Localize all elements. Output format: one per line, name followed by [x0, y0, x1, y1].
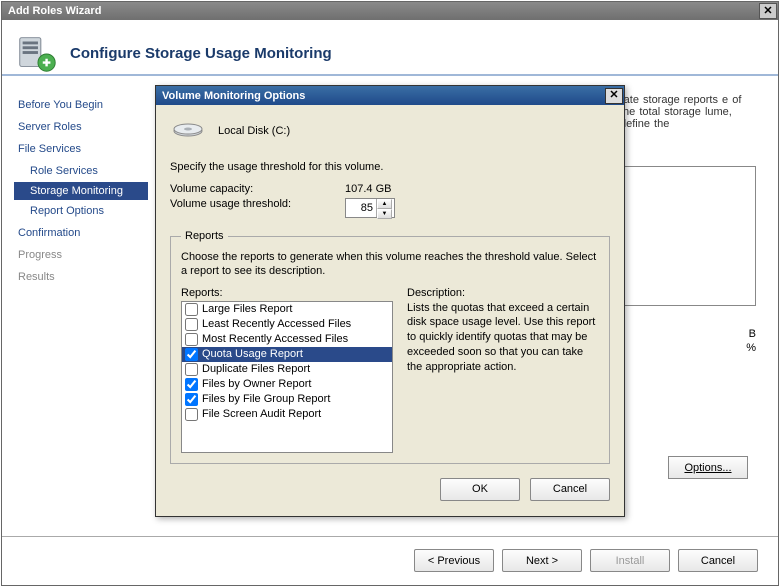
volume-details: B % — [620, 326, 756, 356]
dialog-ok-button[interactable]: OK — [440, 478, 520, 501]
previous-button[interactable]: < Previous — [414, 549, 494, 572]
sidebar-item-progress: Progress — [14, 244, 150, 266]
report-item[interactable]: Large Files Report — [182, 302, 392, 317]
report-label: Most Recently Accessed Files — [202, 333, 348, 345]
sidebar-item-storage-monitoring[interactable]: Storage Monitoring — [14, 182, 148, 200]
volumes-listbox[interactable] — [620, 166, 756, 306]
reports-listbox[interactable]: Large Files Report Least Recently Accesse… — [181, 301, 393, 453]
report-label: File Screen Audit Report — [202, 408, 321, 420]
next-button[interactable]: Next > — [502, 549, 582, 572]
report-checkbox[interactable] — [185, 348, 198, 361]
server-icon — [14, 30, 60, 76]
specify-label: Specify the usage threshold for this vol… — [170, 161, 610, 173]
sidebar-item-server-roles[interactable]: Server Roles — [14, 116, 150, 138]
capacity-value: 107.4 GB — [345, 183, 391, 195]
report-item[interactable]: File Screen Audit Report — [182, 407, 392, 422]
capacity-label: Volume capacity: — [170, 183, 345, 195]
report-item[interactable]: Quota Usage Report — [182, 347, 392, 362]
detail-unit-b: B — [749, 328, 756, 340]
report-checkbox[interactable] — [185, 363, 198, 376]
options-button[interactable]: Options... — [668, 456, 748, 479]
disk-label: Local Disk (C:) — [218, 125, 290, 137]
window-close-button[interactable]: ✕ — [759, 3, 777, 19]
report-checkbox[interactable] — [185, 333, 198, 346]
sidebar-item-role-services[interactable]: Role Services — [14, 160, 150, 182]
sidebar: Before You Begin Server Roles File Servi… — [2, 76, 150, 536]
threshold-label: Volume usage threshold: — [170, 198, 345, 218]
report-label: Large Files Report — [202, 303, 293, 315]
sidebar-item-report-options[interactable]: Report Options — [14, 200, 150, 222]
report-checkbox[interactable] — [185, 303, 198, 316]
dialog-title-bar: Volume Monitoring Options ✕ — [156, 86, 624, 105]
disk-icon — [170, 119, 206, 143]
report-label: Files by File Group Report — [202, 393, 330, 405]
report-checkbox[interactable] — [185, 318, 198, 331]
report-item[interactable]: Least Recently Accessed Files — [182, 317, 392, 332]
wizard-footer: < Previous Next > Install Cancel — [2, 536, 778, 584]
title-bar: Add Roles Wizard ✕ — [2, 2, 778, 20]
install-button: Install — [590, 549, 670, 572]
report-checkbox[interactable] — [185, 393, 198, 406]
report-item[interactable]: Files by Owner Report — [182, 377, 392, 392]
sidebar-item-before-you-begin[interactable]: Before You Begin — [14, 94, 150, 116]
dialog-title: Volume Monitoring Options — [162, 90, 305, 102]
spinner-up-button[interactable]: ▲ — [377, 199, 392, 209]
report-checkbox[interactable] — [185, 378, 198, 391]
report-item[interactable]: Files by File Group Report — [182, 392, 392, 407]
content-hint-text: rate storage reports e of the total stor… — [620, 94, 756, 130]
description-label: Description: — [407, 287, 599, 299]
window-title: Add Roles Wizard — [8, 5, 101, 17]
sidebar-item-confirmation[interactable]: Confirmation — [14, 222, 150, 244]
reports-intro: Choose the reports to generate when this… — [181, 250, 599, 279]
report-checkbox[interactable] — [185, 408, 198, 421]
report-item[interactable]: Duplicate Files Report — [182, 362, 392, 377]
threshold-input[interactable] — [346, 199, 376, 217]
report-label: Files by Owner Report — [202, 378, 311, 390]
sidebar-item-file-services[interactable]: File Services — [14, 138, 150, 160]
threshold-spinner[interactable]: ▲▼ — [345, 198, 395, 218]
dialog-cancel-button[interactable]: Cancel — [530, 478, 610, 501]
reports-legend: Reports — [181, 230, 228, 242]
reports-list-label: Reports: — [181, 287, 393, 299]
wizard-header: Configure Storage Usage Monitoring — [2, 20, 778, 76]
report-label: Least Recently Accessed Files — [202, 318, 351, 330]
description-text: Lists the quotas that exceed a certain d… — [407, 301, 599, 375]
page-title: Configure Storage Usage Monitoring — [70, 45, 332, 62]
volume-monitoring-dialog: Volume Monitoring Options ✕ Local Disk (… — [155, 85, 625, 517]
reports-group: Reports Choose the reports to generate w… — [170, 230, 610, 464]
dialog-close-button[interactable]: ✕ — [605, 88, 623, 104]
sidebar-item-results: Results — [14, 266, 150, 288]
cancel-button[interactable]: Cancel — [678, 549, 758, 572]
report-label: Duplicate Files Report — [202, 363, 310, 375]
report-label: Quota Usage Report — [202, 348, 303, 360]
report-item[interactable]: Most Recently Accessed Files — [182, 332, 392, 347]
spinner-down-button[interactable]: ▼ — [377, 209, 392, 219]
detail-unit-pct: % — [746, 342, 756, 354]
